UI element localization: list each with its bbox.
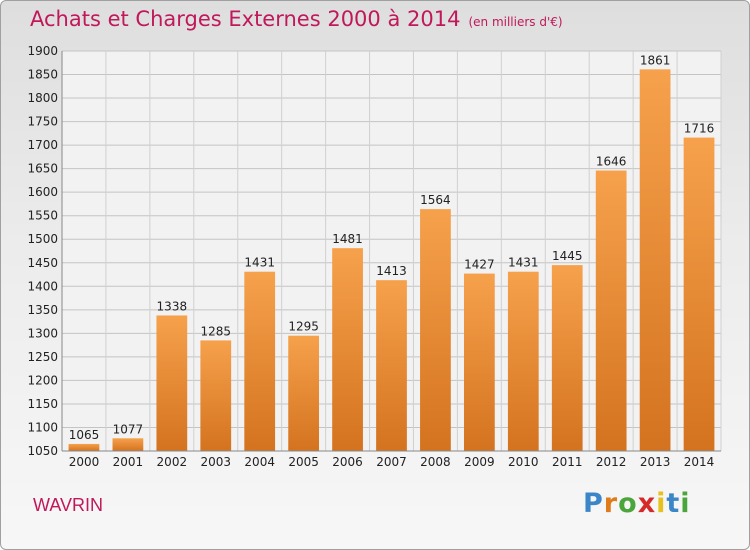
data-label: 1427 [464,258,495,272]
data-label: 1646 [596,155,627,169]
bar [463,273,495,451]
x-tick-label: 2006 [332,455,363,469]
chart-title: Achats et Charges Externes 2000 à 2014 (e… [30,7,563,31]
bar [551,265,583,451]
y-tick-label: 1150 [27,397,58,411]
bar [156,315,188,451]
bar [200,340,232,451]
data-label: 1295 [288,320,319,334]
bar [244,271,276,451]
bar [507,271,539,451]
bar [288,335,320,451]
x-tick-label: 2009 [464,455,495,469]
y-tick-label: 1850 [27,68,58,82]
x-tick-label: 2013 [640,455,671,469]
data-label: 1481 [332,232,363,246]
x-tick-label: 2008 [420,455,451,469]
data-label: 1431 [508,256,539,270]
axis-layer: 1050 1100 1150 1200 1250 1300 1350 1400 1450 1500… [27,44,721,469]
y-tick-label: 1200 [27,373,58,387]
y-tick-label: 1300 [27,326,58,340]
data-label: 1431 [244,256,275,270]
x-tick-label: 2012 [596,455,627,469]
bar [332,248,363,451]
y-tick-label: 1800 [27,91,58,105]
bar [376,280,407,451]
bar-layer [68,69,715,452]
x-tick-label: 2014 [684,455,715,469]
data-label: 1065 [69,428,100,442]
place-name: WAVRIN [33,495,103,515]
y-tick-label: 1100 [27,420,58,434]
y-tick-label: 1050 [27,444,58,458]
bar [639,69,671,452]
y-tick-label: 1700 [27,138,58,152]
bar [595,170,627,451]
chart-subtitle: (en milliers d'€) [468,15,563,29]
y-tick-label: 1600 [27,185,58,199]
x-tick-label: 2005 [288,455,319,469]
x-tick-label: 2011 [552,455,583,469]
data-label: 1564 [420,193,451,207]
data-label: 1413 [376,264,407,278]
proxiti-logo: Proxiti [583,488,691,519]
y-tick-label: 1500 [27,232,58,246]
x-tick-label: 2001 [113,455,144,469]
x-tick-label: 2004 [244,455,275,469]
y-tick-label: 1400 [27,279,58,293]
title-text: Achats et Charges Externes 2000 à 2014 [30,7,461,31]
data-label: 1338 [157,299,188,313]
bar [112,438,144,451]
y-tick-label: 1450 [27,256,58,270]
data-label: 1861 [640,53,671,67]
y-tick-label: 1350 [27,303,58,317]
data-label: 1285 [200,324,231,338]
bar [683,137,715,451]
x-tick-label: 2007 [376,455,407,469]
x-tick-label: 2010 [508,455,539,469]
x-tick-label: 2003 [200,455,231,469]
data-label: 1445 [552,249,583,263]
bar [68,443,100,451]
y-tick-label: 1750 [27,115,58,129]
data-label: 1716 [684,122,715,136]
y-tick-label: 1900 [27,44,58,58]
bar [420,209,451,451]
x-tick-label: 2002 [157,455,188,469]
data-label: 1077 [113,422,144,436]
y-tick-label: 1650 [27,162,58,176]
y-tick-label: 1250 [27,350,58,364]
x-tick-label: 2000 [69,455,100,469]
y-tick-label: 1550 [27,209,58,223]
